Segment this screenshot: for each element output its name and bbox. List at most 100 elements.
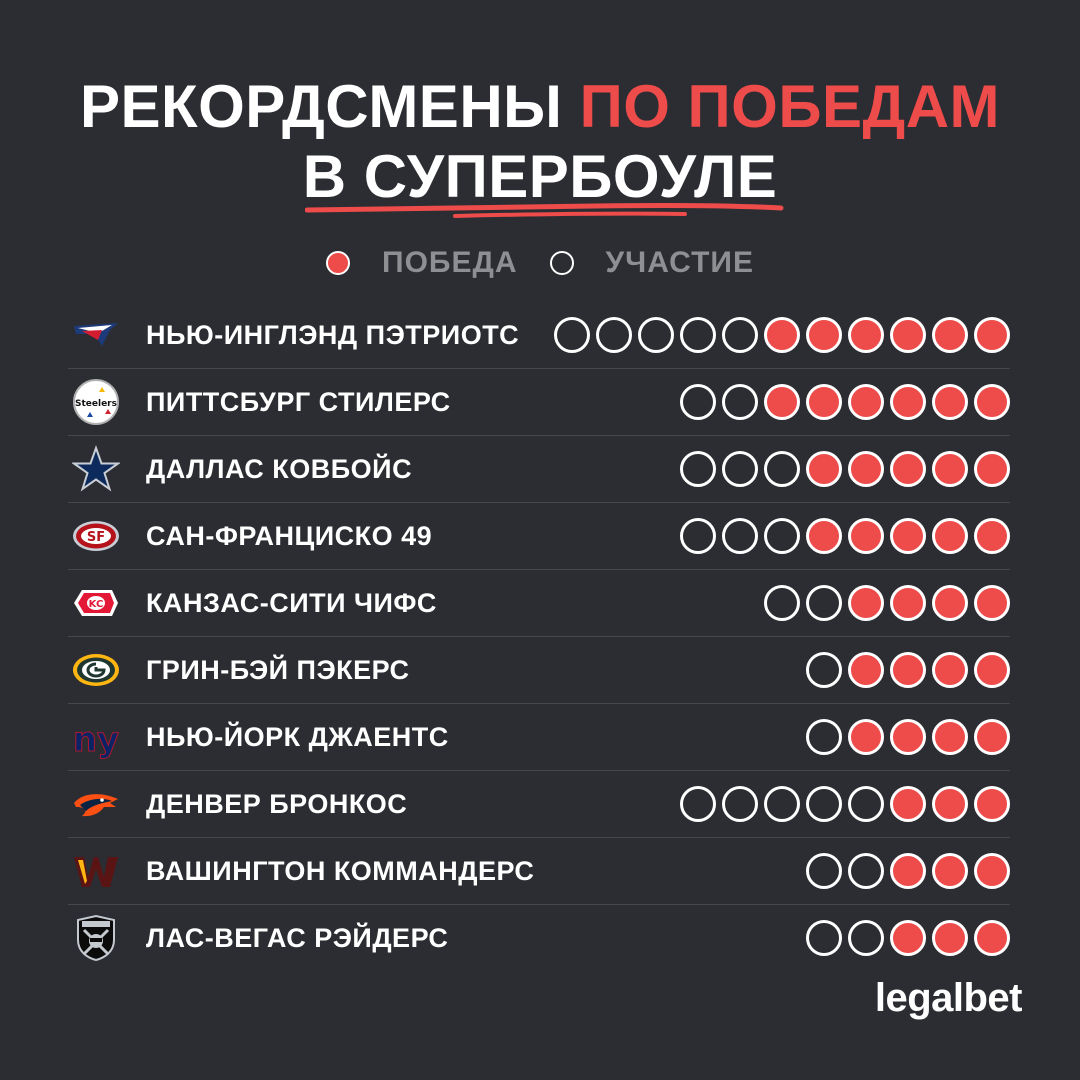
title-line-2: В СУПЕРБОУЛЕ xyxy=(302,143,778,210)
patriots-logo-icon xyxy=(72,311,120,359)
team-name: ГРИН-БЭЙ ПЭКЕРС xyxy=(146,655,410,685)
title-underline xyxy=(305,202,784,218)
team-name: НЬЮ-ИНГЛЭНД ПЭТРИОТС xyxy=(146,320,520,350)
svg-text:KC: KC xyxy=(89,599,104,610)
win-dot xyxy=(974,786,1010,822)
legend-participation-dot xyxy=(549,251,574,275)
legend-win-dot xyxy=(326,251,350,275)
participation-dot xyxy=(848,853,884,889)
steelers-logo-icon: Steelers xyxy=(72,378,120,426)
win-dot xyxy=(806,317,842,353)
table-row: ЛАС-ВЕГАС РЭЙДЕРС xyxy=(68,905,1010,971)
participation-dot xyxy=(806,652,842,688)
win-dot xyxy=(890,384,926,420)
participation-dot xyxy=(722,317,758,353)
team-name: САН-ФРАНЦИСКО 49 xyxy=(146,521,433,551)
result-dots xyxy=(680,771,1010,837)
team-name: ПИТТСБУРГ СТИЛЕРС xyxy=(146,387,451,417)
participation-dot xyxy=(806,786,842,822)
win-dot xyxy=(890,518,926,554)
win-dot xyxy=(974,652,1010,688)
table-row: ДАЛЛАС КОВБОЙС xyxy=(68,436,1010,503)
participation-dot xyxy=(596,317,632,353)
win-dot xyxy=(932,853,968,889)
table-row: ДЕНВЕР БРОНКОС xyxy=(68,771,1010,838)
brand-logo: legalbet xyxy=(874,976,1023,1020)
win-dot xyxy=(848,652,884,688)
win-dot xyxy=(974,920,1010,956)
table-row: SF САН-ФРАНЦИСКО 49 xyxy=(68,503,1010,570)
team-name: ДЕНВЕР БРОНКОС xyxy=(146,789,408,819)
win-dot xyxy=(974,317,1010,353)
legend-participation-label: УЧАСТИЕ xyxy=(605,246,754,279)
svg-text:Steelers: Steelers xyxy=(75,399,117,409)
participation-dot xyxy=(722,518,758,554)
win-dot xyxy=(764,317,800,353)
participation-dot xyxy=(722,451,758,487)
win-dot xyxy=(890,786,926,822)
win-dot xyxy=(932,317,968,353)
raiders-logo-icon xyxy=(72,914,120,962)
win-dot xyxy=(974,451,1010,487)
commanders-logo-icon xyxy=(72,847,120,895)
team-list: НЬЮ-ИНГЛЭНД ПЭТРИОТС Steelers ПИТТСБУРГ СТ… xyxy=(68,302,1010,971)
win-dot xyxy=(890,920,926,956)
title-white-part: РЕКОРДСМЕНЫ xyxy=(79,73,580,140)
win-dot xyxy=(806,518,842,554)
participation-dot xyxy=(554,317,590,353)
win-dot xyxy=(848,451,884,487)
win-dot xyxy=(764,384,800,420)
participation-dot xyxy=(848,920,884,956)
win-dot xyxy=(932,652,968,688)
result-dots xyxy=(806,905,1010,971)
svg-text:SF: SF xyxy=(87,530,105,545)
win-dot xyxy=(974,384,1010,420)
result-dots xyxy=(680,436,1010,502)
table-row: НЬЮ-ИНГЛЭНД ПЭТРИОТС xyxy=(68,302,1010,369)
team-name: ДАЛЛАС КОВБОЙС xyxy=(146,454,413,484)
team-name: ЛАС-ВЕГАС РЭЙДЕРС xyxy=(146,923,449,953)
win-dot xyxy=(806,384,842,420)
win-dot xyxy=(974,518,1010,554)
result-dots xyxy=(680,503,1010,569)
team-name: НЬЮ-ЙОРК ДЖАЕНТС xyxy=(146,722,449,752)
win-dot xyxy=(890,585,926,621)
table-row: KC КАНЗАС-СИТИ ЧИФС xyxy=(68,570,1010,637)
participation-dot xyxy=(722,384,758,420)
participation-dot xyxy=(680,451,716,487)
participation-dot xyxy=(764,786,800,822)
49ers-logo-icon: SF xyxy=(72,512,120,560)
win-dot xyxy=(848,719,884,755)
result-dots xyxy=(680,369,1010,435)
win-dot xyxy=(848,384,884,420)
win-dot xyxy=(848,585,884,621)
win-dot xyxy=(890,719,926,755)
result-dots xyxy=(764,570,1010,636)
win-dot xyxy=(932,719,968,755)
win-dot xyxy=(974,719,1010,755)
svg-text:ny: ny xyxy=(73,720,119,759)
participation-dot xyxy=(680,384,716,420)
win-dot xyxy=(974,585,1010,621)
participation-dot xyxy=(764,451,800,487)
result-dots xyxy=(806,637,1010,703)
participation-dot xyxy=(764,585,800,621)
participation-dot xyxy=(638,317,674,353)
win-dot xyxy=(890,451,926,487)
table-row: ny НЬЮ-ЙОРК ДЖАЕНТС xyxy=(68,704,1010,771)
win-dot xyxy=(848,518,884,554)
win-dot xyxy=(890,652,926,688)
participation-dot xyxy=(848,786,884,822)
table-row: ГРИН-БЭЙ ПЭКЕРС xyxy=(68,637,1010,704)
win-dot xyxy=(890,853,926,889)
giants-logo-icon: ny xyxy=(72,713,120,761)
result-dots xyxy=(806,704,1010,770)
participation-dot xyxy=(722,786,758,822)
title-red-part: ПО ПОБЕДАМ xyxy=(579,73,1001,140)
result-dots xyxy=(806,838,1010,904)
table-row: ВАШИНГТОН КОММАНДЕРС xyxy=(68,838,1010,905)
legend-win-label: ПОБЕДА xyxy=(382,246,518,279)
participation-dot xyxy=(806,853,842,889)
win-dot xyxy=(932,786,968,822)
team-name: ВАШИНГТОН КОММАНДЕРС xyxy=(146,856,535,886)
